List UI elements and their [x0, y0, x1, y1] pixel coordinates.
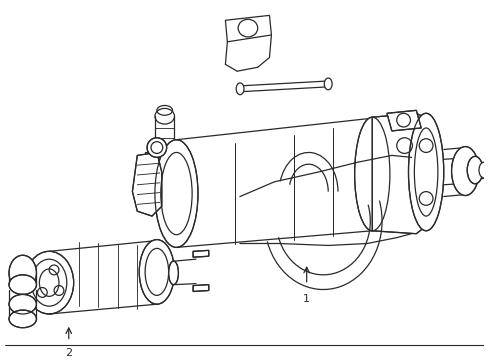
Ellipse shape	[466, 156, 482, 184]
Ellipse shape	[9, 275, 37, 294]
Ellipse shape	[168, 261, 178, 285]
Polygon shape	[193, 250, 208, 257]
Ellipse shape	[407, 113, 443, 231]
Ellipse shape	[478, 162, 488, 178]
Ellipse shape	[324, 78, 331, 90]
Ellipse shape	[147, 138, 166, 157]
Polygon shape	[386, 111, 420, 131]
Ellipse shape	[139, 240, 174, 304]
Ellipse shape	[450, 147, 478, 195]
Polygon shape	[371, 113, 425, 234]
Ellipse shape	[9, 310, 37, 328]
Ellipse shape	[155, 140, 198, 247]
Ellipse shape	[236, 83, 244, 95]
Ellipse shape	[25, 251, 74, 314]
Polygon shape	[193, 285, 208, 292]
Ellipse shape	[9, 255, 37, 291]
Text: 2: 2	[65, 348, 72, 358]
Polygon shape	[225, 15, 271, 42]
Text: 1: 1	[303, 294, 309, 305]
Polygon shape	[132, 152, 162, 216]
Ellipse shape	[9, 294, 37, 314]
Ellipse shape	[354, 117, 389, 231]
